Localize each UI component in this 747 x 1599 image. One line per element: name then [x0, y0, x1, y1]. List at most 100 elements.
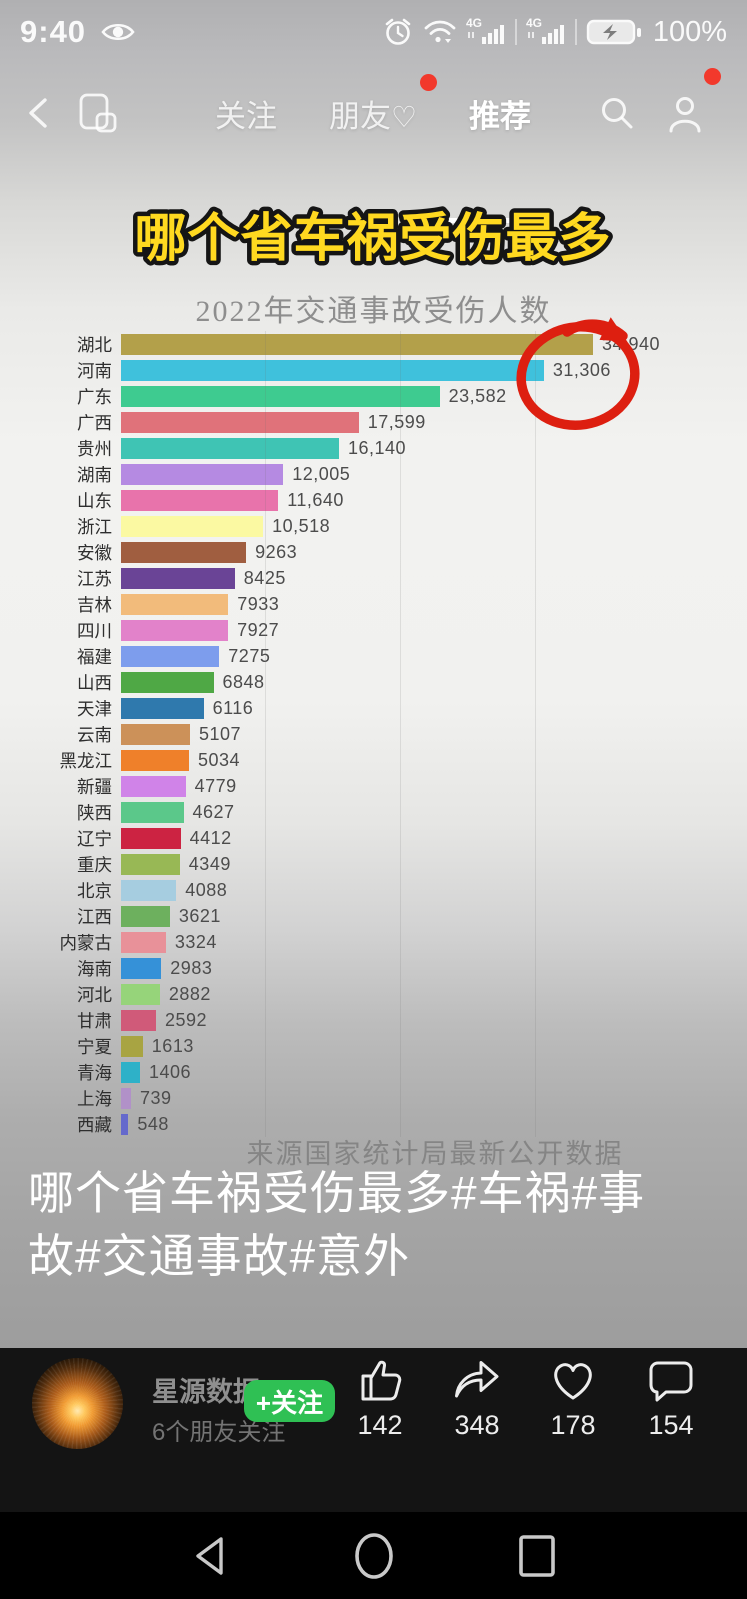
chart-row: 云南 5107 [0, 721, 747, 747]
bar-value: 4627 [192, 801, 235, 822]
bar [121, 1009, 156, 1031]
bar-value: 7933 [237, 593, 280, 614]
feed-tabs: 关注 朋友♡ 推荐 [215, 80, 531, 146]
chart-row: 上海 739 [0, 1085, 747, 1111]
svg-text:4G: 4G [526, 16, 542, 30]
province-label: 江苏 [77, 568, 112, 589]
chart-row: 江西 3621 [0, 903, 747, 929]
province-label: 甘肃 [77, 1010, 112, 1031]
heart-glyph: ♡ [391, 101, 417, 134]
bar [121, 723, 190, 745]
chart-row: 贵州 16,140 [0, 435, 747, 461]
bar-value: 4412 [189, 827, 232, 848]
province-label: 贵州 [77, 438, 112, 459]
bar-value: 1613 [151, 1035, 194, 1056]
like-button[interactable]: 142 [335, 1356, 425, 1441]
bar [121, 957, 162, 979]
favorite-button[interactable]: 178 [528, 1356, 618, 1441]
clock-time: 9:40 [20, 14, 87, 49]
chart-row: 河北 2882 [0, 981, 747, 1007]
bar [121, 437, 339, 459]
chart-row: 黑龙江 5034 [0, 747, 747, 773]
bar [121, 515, 264, 537]
avatar[interactable] [32, 1358, 123, 1449]
bar-value: 17,599 [367, 411, 426, 432]
province-label: 广东 [77, 386, 112, 407]
eye-icon [100, 18, 136, 46]
bar [121, 1087, 131, 1109]
android-recents-button[interactable] [517, 1534, 557, 1578]
search-icon[interactable] [598, 94, 636, 132]
province-label: 陕西 [77, 802, 112, 823]
bar-value: 2882 [168, 983, 211, 1004]
bar [121, 879, 177, 901]
bar [121, 593, 229, 615]
signal-4g-icon-2: 4G [526, 16, 564, 44]
bar [121, 1061, 140, 1083]
bar [121, 905, 170, 927]
back-icon[interactable] [22, 94, 56, 132]
bar-value: 1406 [149, 1061, 192, 1082]
comment-button[interactable]: 154 [626, 1356, 716, 1441]
tab-friends[interactable]: 朋友♡ [329, 98, 417, 134]
bar-value: 4349 [188, 853, 231, 874]
province-label: 山西 [77, 672, 112, 693]
bar-value: 9263 [255, 541, 298, 562]
profile-icon[interactable] [665, 94, 705, 134]
share-button[interactable]: 348 [432, 1356, 522, 1441]
bar [121, 827, 181, 849]
province-label: 青海 [77, 1062, 112, 1083]
friends-follow-note: 6个朋友关注 [152, 1419, 286, 1446]
video-action-bar: 星源数据 6个朋友关注 +关注 142 348 178 154 [0, 1348, 747, 1512]
tab-follow[interactable]: 关注 [215, 98, 277, 134]
bar-value: 6116 [212, 697, 254, 718]
chart-row: 西藏 548 [0, 1111, 747, 1137]
android-back-button[interactable] [190, 1534, 230, 1578]
chart-row: 海南 2983 [0, 955, 747, 981]
bar [121, 775, 186, 797]
username[interactable]: 星源数据 [152, 1377, 260, 1407]
chart-row: 广西 17,599 [0, 409, 747, 435]
bar [121, 983, 160, 1005]
status-icons: 4G 4G 100% [382, 16, 727, 49]
chart-row: 湖北 34,940 [0, 331, 747, 357]
bar [121, 385, 440, 407]
favorite-count: 178 [550, 1410, 596, 1440]
bar [121, 801, 184, 823]
signal-4g-icon: 4G [466, 16, 504, 44]
bar-value: 23,582 [448, 385, 507, 406]
bar-value: 11,640 [287, 489, 344, 510]
bar [121, 853, 180, 875]
gridline [400, 331, 402, 1137]
bar-value: 6848 [222, 671, 265, 692]
province-label: 天津 [77, 698, 112, 719]
friends-badge-dot [420, 74, 437, 91]
province-label: 河南 [77, 360, 112, 381]
province-label: 四川 [77, 620, 112, 641]
chart-row: 安徽 9263 [0, 539, 747, 565]
comment-bubble-icon [649, 1361, 693, 1402]
android-home-button[interactable] [352, 1532, 396, 1580]
bar [121, 1035, 143, 1057]
bar [121, 931, 166, 953]
bar-value: 31,306 [552, 359, 611, 380]
bar-value: 5107 [199, 723, 242, 744]
province-label: 黑龙江 [59, 750, 113, 771]
province-label: 河北 [77, 984, 112, 1005]
bar [121, 567, 235, 589]
bar [121, 1113, 129, 1135]
province-label: 内蒙古 [59, 932, 113, 953]
follow-button[interactable]: +关注 [244, 1380, 335, 1422]
mini-window-icon[interactable] [78, 92, 120, 136]
chart-row: 辽宁 4412 [0, 825, 747, 851]
chart-row: 天津 6116 [0, 695, 747, 721]
province-label: 新疆 [77, 776, 112, 797]
province-label: 宁夏 [77, 1036, 112, 1057]
chart-title: 2022年交通事故受伤人数 [195, 295, 552, 328]
tab-recommend[interactable]: 推荐 [469, 98, 531, 134]
video-caption[interactable]: 哪个省车祸受伤最多#车祸#事 故#交通事故#意外 [28, 1162, 733, 1288]
province-label: 上海 [77, 1088, 112, 1109]
bar-value: 739 [140, 1087, 172, 1108]
chart-row: 新疆 4779 [0, 773, 747, 799]
gridline [265, 331, 267, 1137]
